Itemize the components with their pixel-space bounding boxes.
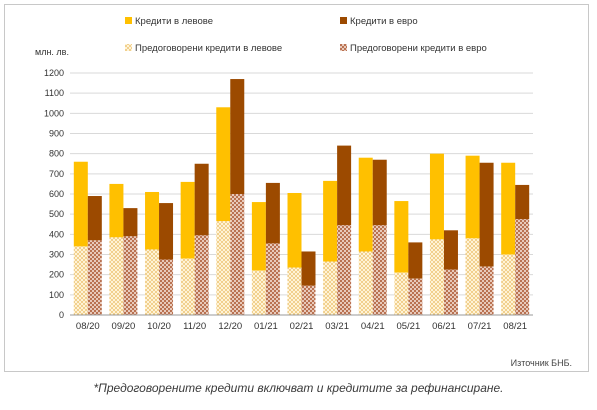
- bar-leva-loans: [73, 161, 88, 247]
- bar-leva-loans: [429, 153, 444, 240]
- stacked-bar-chart: 0 100 200 300 400 500 600 700 800 900 1000 1100 1200…: [44, 16, 533, 332]
- bar-leva-loans: [180, 181, 195, 259]
- x-tick-label: 05/21: [396, 321, 420, 332]
- x-tick-label: 09/20: [112, 321, 136, 332]
- bar-leva-renegotiated: [429, 239, 444, 315]
- legend-label: Предоговорени кредити в евро: [350, 43, 487, 54]
- bar-leva-loans: [287, 192, 302, 268]
- legend-label: Кредити в евро: [350, 16, 418, 27]
- bar-euro-renegotiated: [337, 225, 352, 315]
- legend: Кредити в левове Кредити в евро Предоговор…: [125, 16, 487, 54]
- y-tick-label: 700: [49, 169, 64, 179]
- y-tick-label: 500: [49, 209, 64, 219]
- bar-leva-loans: [323, 180, 338, 262]
- legend-swatch: [340, 44, 347, 51]
- bar-leva-renegotiated: [465, 238, 480, 315]
- bar-euro-loans: [372, 159, 387, 226]
- x-tick-label: 03/21: [325, 321, 349, 332]
- bar-euro-renegotiated: [443, 269, 458, 315]
- bar-leva-loans: [394, 201, 409, 273]
- y-tick-label: 400: [49, 229, 64, 239]
- x-tick-label: 06/21: [432, 321, 456, 332]
- bar-leva-renegotiated: [180, 258, 195, 315]
- bar-euro-loans: [265, 182, 280, 244]
- x-tick-label: 02/21: [290, 321, 314, 332]
- bar-euro-renegotiated: [301, 285, 316, 315]
- bar-euro-loans: [479, 162, 494, 267]
- bar-leva-renegotiated: [109, 237, 124, 315]
- bar-euro-loans: [194, 163, 209, 236]
- bar-leva-renegotiated: [287, 267, 302, 315]
- footnote: *Предоговорените кредити включват и кред…: [93, 381, 504, 395]
- bar-euro-loans: [408, 242, 423, 279]
- x-tick-label: 04/21: [361, 321, 385, 332]
- bar-leva-renegotiated: [358, 251, 373, 315]
- bar-euro-loans: [337, 145, 352, 226]
- y-tick-label: 800: [49, 149, 64, 159]
- bar-euro-renegotiated: [230, 194, 245, 315]
- x-tick-label: 11/20: [183, 321, 206, 332]
- y-tick-label: 900: [49, 129, 64, 139]
- x-tick-label: 10/20: [147, 321, 171, 332]
- bar-leva-renegotiated: [73, 246, 88, 315]
- chart-frame: 0 100 200 300 400 500 600 700 800 900 1000 1100 1200…: [4, 4, 589, 372]
- x-tick-label: 12/20: [218, 321, 242, 332]
- bar-leva-renegotiated: [216, 221, 231, 315]
- bar-leva-loans: [501, 162, 516, 255]
- bar-leva-loans: [358, 157, 373, 252]
- bar-leva-loans: [251, 202, 266, 271]
- y-tick-label: 0: [59, 310, 64, 320]
- bar-leva-loans: [145, 191, 160, 250]
- y-tick-label: 1000: [44, 108, 64, 118]
- legend-label: Предоговорени кредити в левове: [135, 43, 282, 54]
- bar-leva-renegotiated: [501, 254, 516, 315]
- bar-euro-loans: [159, 203, 174, 260]
- bar-euro-renegotiated: [372, 225, 387, 315]
- legend-swatch: [125, 17, 132, 24]
- bar-euro-renegotiated: [159, 259, 174, 315]
- bar-leva-loans: [216, 107, 231, 222]
- axes: 0 100 200 300 400 500 600 700 800 900 1000 1100 1200…: [44, 68, 533, 332]
- y-tick-label: 100: [49, 290, 64, 300]
- y-tick-label: 1200: [44, 68, 64, 78]
- bar-euro-loans: [301, 251, 316, 286]
- x-tick-label: 08/21: [503, 321, 527, 332]
- legend-swatch: [125, 44, 132, 51]
- bar-euro-renegotiated: [479, 266, 494, 315]
- bar-euro-loans: [123, 208, 138, 237]
- bar-euro-renegotiated: [408, 278, 423, 315]
- bar-euro-renegotiated: [87, 240, 102, 315]
- bar-leva-renegotiated: [323, 261, 338, 315]
- legend-swatch: [340, 17, 347, 24]
- source-note: Източник БНБ.: [510, 358, 572, 368]
- y-axis-label: млн. лв.: [35, 47, 69, 57]
- legend-label: Кредити в левове: [135, 16, 213, 27]
- x-tick-label: 01/21: [254, 321, 278, 332]
- bars: [73, 79, 530, 315]
- bar-euro-loans: [230, 79, 245, 194]
- bar-euro-renegotiated: [265, 243, 280, 315]
- bar-leva-renegotiated: [251, 270, 266, 315]
- bar-euro-renegotiated: [194, 235, 209, 315]
- bar-euro-loans: [443, 230, 458, 270]
- y-tick-label: 200: [49, 270, 64, 280]
- bar-leva-renegotiated: [394, 272, 409, 315]
- bar-euro-renegotiated: [515, 219, 530, 315]
- bar-euro-renegotiated: [123, 236, 138, 315]
- bar-leva-renegotiated: [145, 249, 160, 315]
- y-tick-label: 1100: [45, 88, 64, 98]
- x-tick-label: 08/20: [76, 321, 100, 332]
- bar-leva-loans: [465, 155, 480, 239]
- bar-euro-loans: [515, 184, 530, 220]
- bar-leva-loans: [109, 183, 124, 238]
- x-tick-label: 07/21: [468, 321, 492, 332]
- y-tick-label: 600: [49, 189, 64, 199]
- bar-euro-loans: [87, 196, 102, 241]
- y-tick-label: 300: [49, 250, 64, 260]
